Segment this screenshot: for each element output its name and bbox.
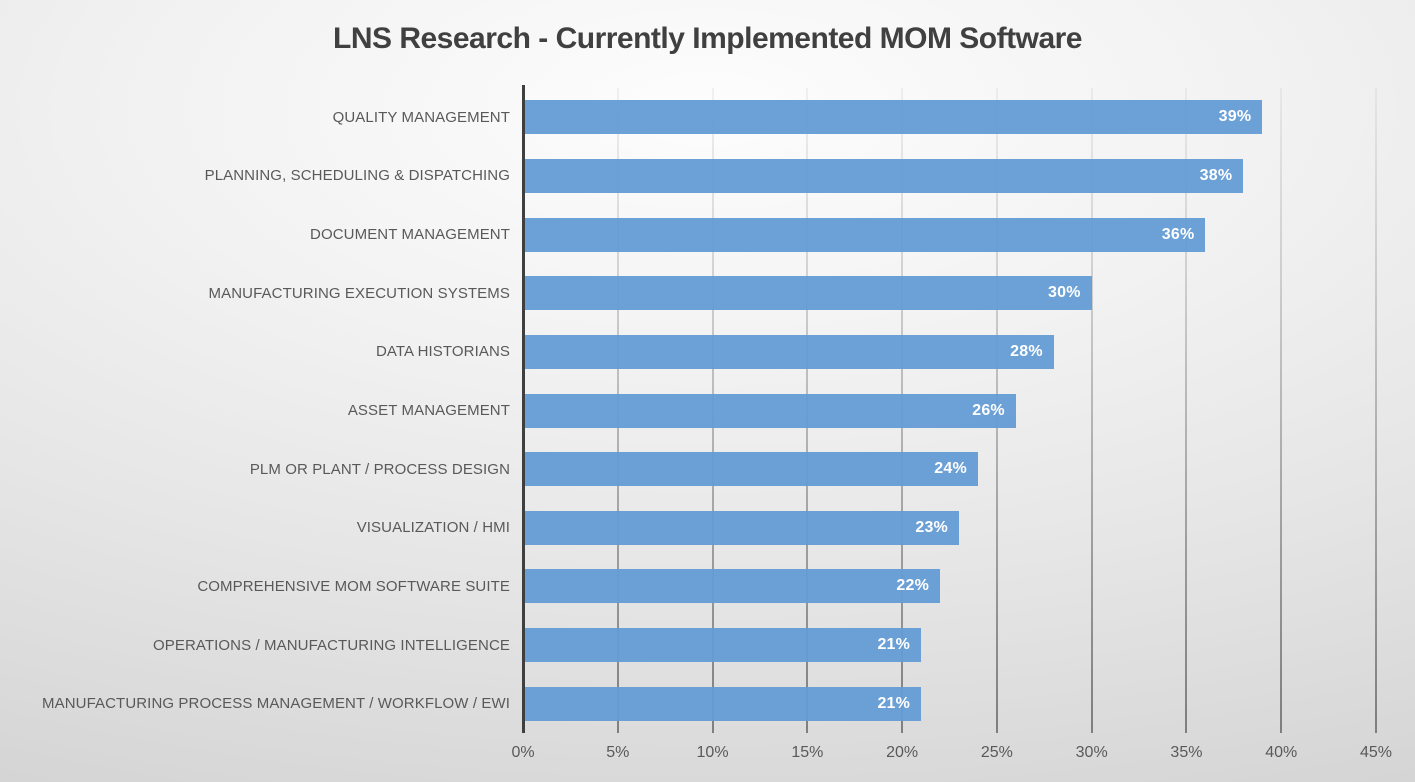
gridline: [1090, 88, 1093, 733]
x-tick-label: 15%: [791, 744, 824, 761]
bar-value-label: 28%: [1010, 342, 1043, 360]
x-tick-label: 20%: [886, 744, 919, 761]
gridline: [1185, 88, 1188, 733]
category-label: OPERATIONS / MANUFACTURING INTELLIGENCE: [152, 636, 510, 654]
bar-value-label: 24%: [934, 460, 967, 478]
bar-row: 23%: [523, 498, 1376, 557]
bar-series: 39% 38% 36% 30% 28% 26% 24% 23% 22% 21% 21%: [523, 88, 1376, 733]
category-label: QUALITY MANAGEMENT: [332, 108, 510, 126]
bar-row: 38%: [523, 147, 1376, 206]
x-tick-label: 25%: [980, 744, 1013, 761]
bar: 24%: [523, 452, 978, 487]
gridline: [1375, 88, 1377, 733]
bar: 21%: [523, 686, 922, 721]
x-tick-label: 40%: [1265, 744, 1298, 761]
plot-area: 39% 38% 36% 30% 28% 26% 24% 23% 22% 21% 21%: [522, 85, 1377, 733]
bar: 30%: [523, 276, 1092, 311]
bar-row: 21%: [523, 674, 1376, 733]
chart-title: LNS Research - Currently Implemented MOM…: [333, 22, 1083, 55]
bar: 36%: [523, 217, 1206, 252]
bar-value-label: 22%: [896, 577, 930, 595]
bar: 22%: [523, 569, 941, 604]
bar-row: 28%: [523, 323, 1376, 382]
bar-value-label: 38%: [1199, 166, 1233, 184]
bar-value-label: 23%: [915, 518, 948, 536]
category-label: COMPREHENSIVE MOM SOFTWARE SUITE: [197, 577, 510, 595]
category-label: VISUALIZATION / HMI: [356, 519, 510, 537]
bar: 21%: [523, 628, 922, 663]
bar: 39%: [523, 100, 1263, 135]
bar-row: 30%: [523, 264, 1376, 323]
bar-row: 36%: [523, 205, 1376, 264]
bar-value-label: 36%: [1161, 225, 1195, 243]
category-label: ASSET MANAGEMENT: [347, 402, 510, 420]
bar-value-label: 21%: [877, 694, 911, 712]
x-tick-label: 35%: [1170, 744, 1203, 761]
category-label: DOCUMENT MANAGEMENT: [310, 226, 510, 244]
x-tick-label: 5%: [606, 744, 630, 761]
category-axis-labels: QUALITY MANAGEMENT PLANNING, SCHEDULING &…: [0, 88, 510, 733]
bar-value-label: 26%: [972, 401, 1005, 419]
x-tick-label: 30%: [1075, 744, 1108, 761]
x-tick-label: 45%: [1359, 744, 1393, 761]
category-label: PLM OR PLANT / PROCESS DESIGN: [249, 460, 510, 478]
gridline: [1280, 88, 1283, 733]
y-axis-line: [522, 85, 525, 733]
bar-row: 26%: [523, 381, 1376, 440]
bar-value-label: 39%: [1218, 108, 1252, 126]
bar: 26%: [523, 393, 1016, 428]
bar: 23%: [523, 510, 959, 545]
bar-value-label: 30%: [1048, 284, 1081, 302]
category-label: DATA HISTORIANS: [375, 343, 510, 361]
bar-row: 39%: [523, 88, 1376, 147]
bar-row: 22%: [523, 557, 1376, 616]
category-label: MANUFACTURING EXECUTION SYSTEMS: [208, 284, 510, 302]
bar-row: 24%: [523, 440, 1376, 499]
x-tick-label: 10%: [696, 744, 729, 761]
bar-row: 21%: [523, 616, 1376, 675]
x-axis-labels: 0% 5% 10% 15% 20% 25% 30% 35% 40% 45%: [511, 744, 1392, 770]
bar-value-label: 21%: [877, 636, 911, 654]
category-label: MANUFACTURING PROCESS MANAGEMENT / WORKF…: [42, 695, 510, 713]
category-label: PLANNING, SCHEDULING & DISPATCHING: [204, 167, 510, 185]
bar: 38%: [523, 158, 1244, 193]
bar: 28%: [523, 334, 1054, 369]
x-tick-label: 0%: [511, 744, 535, 761]
